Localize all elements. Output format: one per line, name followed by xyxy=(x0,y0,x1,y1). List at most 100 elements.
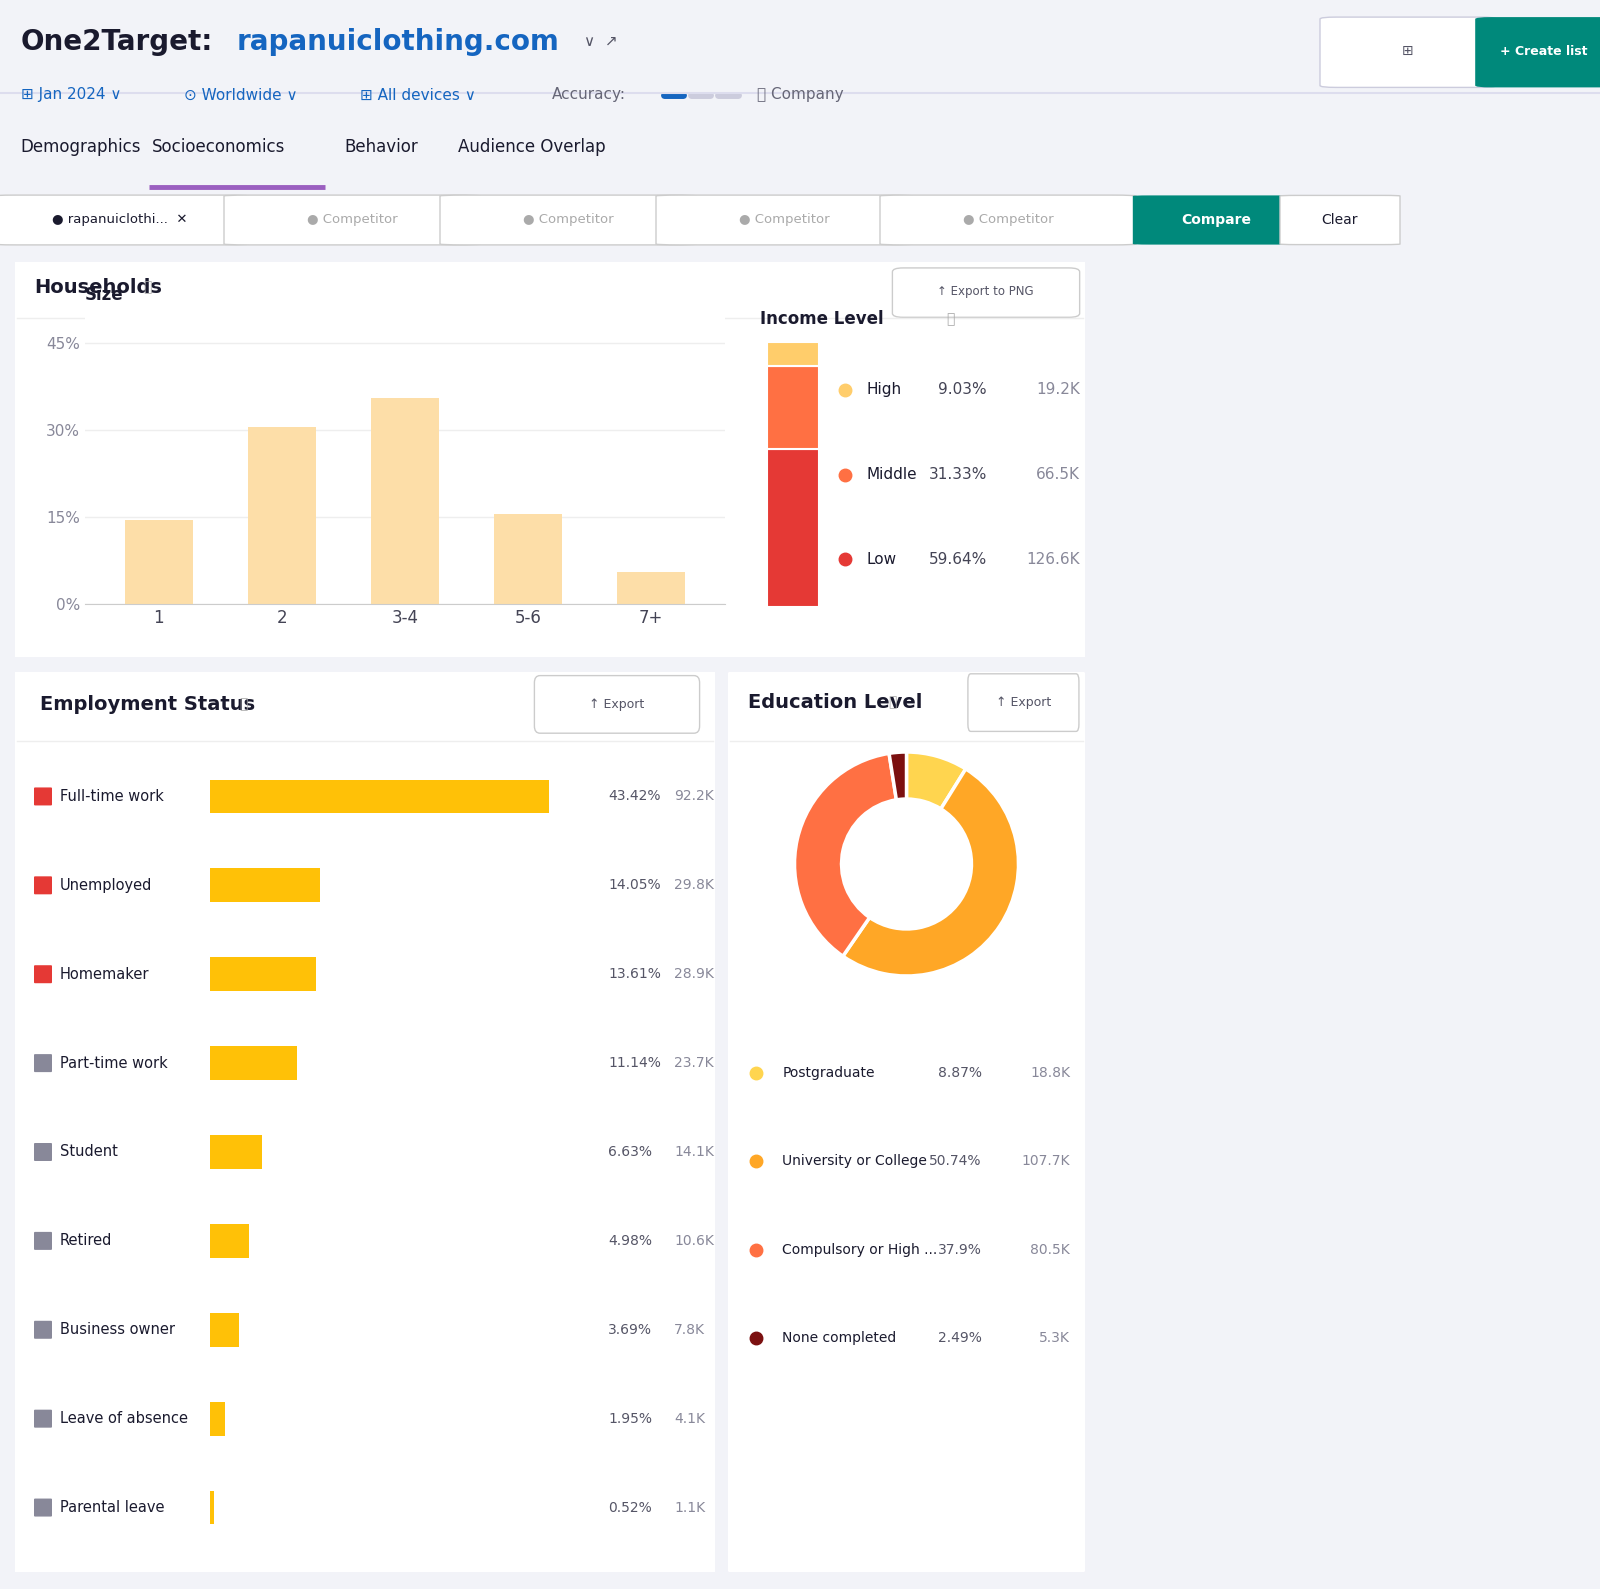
Text: ⊞ Jan 2024 ∨: ⊞ Jan 2024 ∨ xyxy=(21,87,122,103)
Text: ⊙ Worldwide ∨: ⊙ Worldwide ∨ xyxy=(184,87,298,103)
Text: ● Competitor: ● Competitor xyxy=(523,213,613,227)
Text: 31.33%: 31.33% xyxy=(928,467,987,481)
FancyBboxPatch shape xyxy=(210,1046,298,1081)
Text: High: High xyxy=(867,383,902,397)
FancyBboxPatch shape xyxy=(34,876,51,895)
Bar xyxy=(371,399,438,604)
Text: 107.7K: 107.7K xyxy=(1021,1154,1070,1168)
Text: 9.03%: 9.03% xyxy=(938,383,987,397)
FancyBboxPatch shape xyxy=(34,1231,51,1251)
Text: Compare: Compare xyxy=(1181,213,1251,227)
Text: ● Competitor: ● Competitor xyxy=(307,213,397,227)
Text: 37.9%: 37.9% xyxy=(938,1243,982,1257)
FancyBboxPatch shape xyxy=(34,1142,51,1162)
FancyBboxPatch shape xyxy=(656,195,912,245)
FancyBboxPatch shape xyxy=(34,1054,51,1073)
Text: University or College: University or College xyxy=(782,1154,926,1168)
FancyBboxPatch shape xyxy=(210,1135,262,1170)
Text: 80.5K: 80.5K xyxy=(1030,1243,1070,1257)
FancyBboxPatch shape xyxy=(8,261,1091,659)
Text: 59.64%: 59.64% xyxy=(928,551,987,567)
FancyBboxPatch shape xyxy=(34,965,51,984)
Wedge shape xyxy=(890,752,907,799)
Text: Demographics: Demographics xyxy=(21,138,141,156)
Text: 14.1K: 14.1K xyxy=(674,1146,714,1158)
Text: 4.98%: 4.98% xyxy=(608,1235,653,1247)
Wedge shape xyxy=(795,753,896,957)
Text: 2.49%: 2.49% xyxy=(938,1332,982,1344)
Text: Clear: Clear xyxy=(1322,213,1357,227)
Text: One2Target:: One2Target: xyxy=(21,27,213,56)
Text: rapanuiclothing.com: rapanuiclothing.com xyxy=(237,27,560,56)
Text: 5.3K: 5.3K xyxy=(1038,1332,1070,1344)
Text: Retired: Retired xyxy=(61,1233,112,1249)
Bar xyxy=(618,572,685,604)
Text: Parental leave: Parental leave xyxy=(61,1500,165,1514)
Text: 0.52%: 0.52% xyxy=(608,1500,651,1514)
FancyBboxPatch shape xyxy=(210,780,549,814)
Text: Households: Households xyxy=(34,278,162,297)
FancyBboxPatch shape xyxy=(534,675,699,733)
Bar xyxy=(494,515,562,604)
FancyBboxPatch shape xyxy=(210,1313,238,1346)
Text: 66.5K: 66.5K xyxy=(1037,467,1080,481)
Wedge shape xyxy=(907,752,966,809)
Text: Postgraduate: Postgraduate xyxy=(782,1066,875,1081)
FancyBboxPatch shape xyxy=(1475,17,1600,87)
Text: Compulsory or High ...: Compulsory or High ... xyxy=(782,1243,938,1257)
FancyBboxPatch shape xyxy=(1320,17,1496,87)
Text: Part-time work: Part-time work xyxy=(61,1055,168,1071)
Text: 19.2K: 19.2K xyxy=(1037,383,1080,397)
FancyBboxPatch shape xyxy=(766,342,819,365)
Text: Business owner: Business owner xyxy=(61,1322,174,1338)
Text: Behavior: Behavior xyxy=(344,138,418,156)
Text: Leave of absence: Leave of absence xyxy=(61,1411,189,1427)
Text: 29.8K: 29.8K xyxy=(674,879,714,893)
Text: 1.1K: 1.1K xyxy=(674,1500,706,1514)
FancyBboxPatch shape xyxy=(766,365,819,450)
Text: ∨  ↗: ∨ ↗ xyxy=(584,35,618,49)
FancyBboxPatch shape xyxy=(210,869,320,903)
Text: ⓘ: ⓘ xyxy=(144,281,152,294)
FancyBboxPatch shape xyxy=(224,195,480,245)
Text: 6.63%: 6.63% xyxy=(608,1146,653,1158)
Text: Low: Low xyxy=(867,551,898,567)
FancyBboxPatch shape xyxy=(726,666,1086,1578)
Text: ⓘ: ⓘ xyxy=(946,313,954,326)
Text: 28.9K: 28.9K xyxy=(674,968,714,982)
Text: ● rapanuiclothi...  ✕: ● rapanuiclothi... ✕ xyxy=(53,213,187,227)
Text: ↑ Export: ↑ Export xyxy=(995,696,1051,709)
Text: 7.8K: 7.8K xyxy=(674,1322,706,1336)
Text: Middle: Middle xyxy=(867,467,917,481)
Text: 18.8K: 18.8K xyxy=(1030,1066,1070,1081)
FancyBboxPatch shape xyxy=(34,1498,51,1516)
Text: 4.1K: 4.1K xyxy=(674,1411,706,1425)
Text: Full-time work: Full-time work xyxy=(61,790,163,804)
FancyBboxPatch shape xyxy=(34,788,51,806)
FancyBboxPatch shape xyxy=(880,195,1136,245)
FancyBboxPatch shape xyxy=(210,957,317,992)
Bar xyxy=(248,427,315,604)
Text: 3.69%: 3.69% xyxy=(608,1322,653,1336)
FancyBboxPatch shape xyxy=(1280,195,1400,245)
Text: ⓘ: ⓘ xyxy=(238,698,248,712)
Text: Socioeconomics: Socioeconomics xyxy=(152,138,285,156)
Text: 14.05%: 14.05% xyxy=(608,879,661,893)
Text: Homemaker: Homemaker xyxy=(61,966,149,982)
Text: 1.95%: 1.95% xyxy=(608,1411,653,1425)
Text: Audience Overlap: Audience Overlap xyxy=(458,138,605,156)
Text: 10.6K: 10.6K xyxy=(674,1235,714,1247)
Text: Unemployed: Unemployed xyxy=(61,877,152,893)
FancyBboxPatch shape xyxy=(34,1409,51,1427)
Wedge shape xyxy=(843,769,1019,976)
Text: 43.42%: 43.42% xyxy=(608,790,661,804)
Text: 23.7K: 23.7K xyxy=(674,1057,714,1069)
FancyBboxPatch shape xyxy=(1133,195,1301,245)
Text: ⓘ: ⓘ xyxy=(888,696,898,710)
Text: ● Competitor: ● Competitor xyxy=(963,213,1053,227)
Text: Accuracy:: Accuracy: xyxy=(552,87,626,103)
FancyBboxPatch shape xyxy=(210,1490,214,1524)
Bar xyxy=(125,520,192,604)
FancyBboxPatch shape xyxy=(0,195,248,245)
FancyBboxPatch shape xyxy=(210,1401,226,1435)
